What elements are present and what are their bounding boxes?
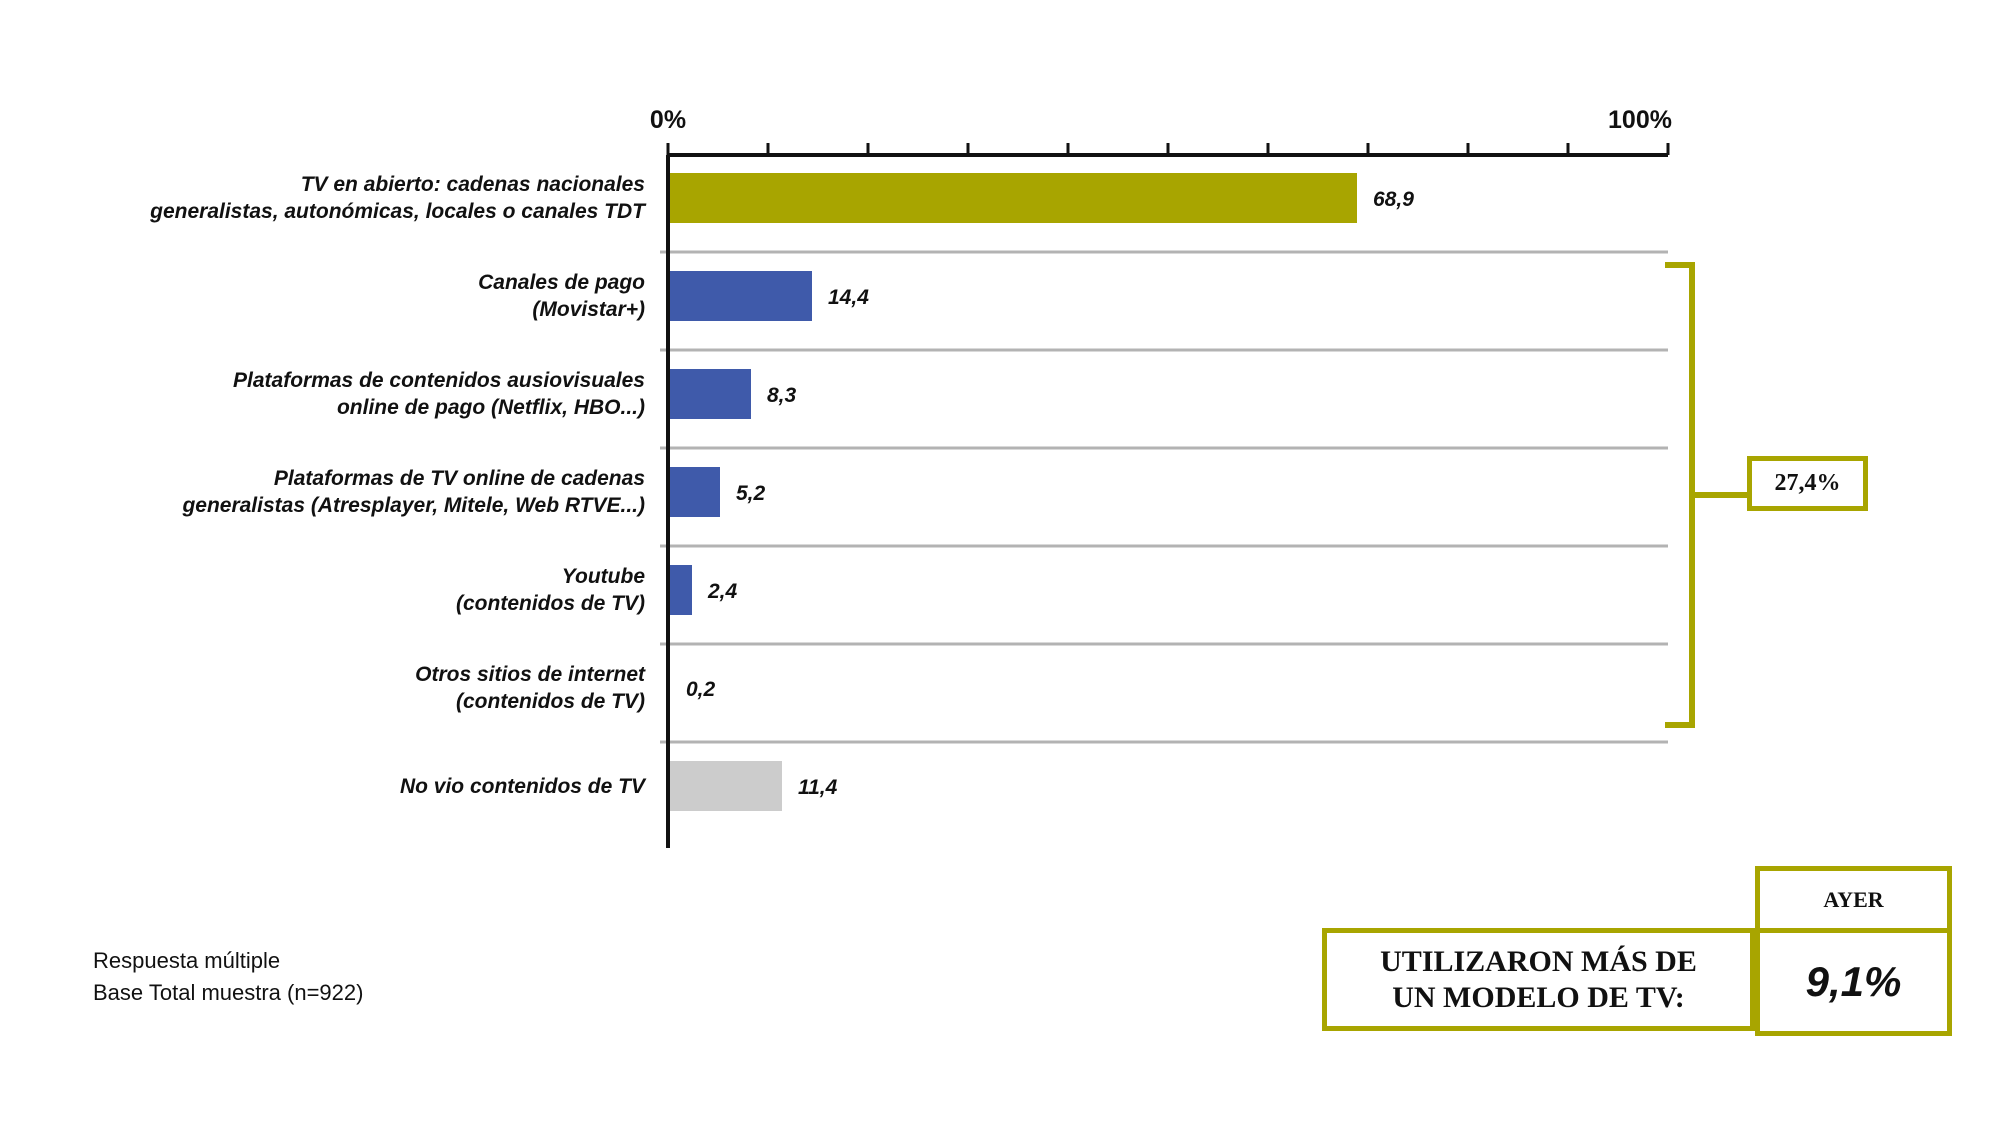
summary-column-header-text: AYER [1823,886,1884,912]
category-label-line: (contenidos de TV) [456,592,645,615]
value-label-5: 2,4 [707,580,738,603]
category-label: Youtube (contenidos de TV) [25,563,645,617]
category-label: Plataformas de TV online de cadenas gener… [25,465,645,519]
category-label: TV en abierto: cadenas nacionales general… [25,171,645,225]
bar-1 [668,173,1357,223]
category-label-line: TV en abierto: cadenas nacionales [300,173,645,196]
bar-3 [668,369,751,419]
category-label-line: Plataformas de contenidos ausiovisuales [233,369,645,392]
bracket [1665,262,1695,728]
summary-label-line-1: UTILIZARON MÁS DE [1380,944,1697,978]
category-label: No vio contenidos de TV [25,773,645,800]
category-label-line: (contenidos de TV) [456,690,645,713]
bracket-total-value: 27,4% [1774,470,1841,496]
summary-label: UTILIZARON MÁS DE UN MODELO DE TV: [1380,944,1697,1016]
value-label-4: 5,2 [736,482,766,505]
category-label: Plataformas de contenidos ausiovisuales o… [25,367,645,421]
category-label-line: Youtube [561,565,645,588]
category-label-line: online de pago (Netflix, HBO...) [336,396,645,419]
category-label: Otros sitios de internet (contenidos de T… [25,661,645,715]
category-label-line: No vio contenidos de TV [399,774,645,798]
value-label-3: 8,3 [767,384,797,407]
bar-4 [668,467,720,517]
summary-value: 9,1% [1805,958,1902,1005]
footnote-line-2: Base Total muestra (n=922) [93,980,364,1005]
bracket-total-badge: 27,4% [1747,456,1868,511]
category-label-line: generalistas (Atresplayer, Mitele, Web R… [182,494,645,517]
value-label-1: 68,9 [1373,188,1414,211]
summary-column-header: AYER [1755,866,1952,933]
summary-value-box: 9,1% [1755,928,1952,1036]
category-label-line: generalistas, autonómicas, locales o can… [150,200,645,223]
summary-label-line-2: UN MODELO DE TV: [1392,980,1685,1014]
category-label-line: (Movistar+) [532,298,645,321]
category-label-line: Otros sitios de internet [415,663,645,686]
x-tick-label-0: 0% [650,106,686,134]
footnote-line-1: Respuesta múltiple [93,948,281,973]
x-tick-label-1: 100% [1608,106,1672,134]
footnote: Respuesta múltiple Base Total muestra (n… [93,945,363,1009]
bar-2 [668,271,812,321]
value-label-7: 11,4 [798,776,838,799]
bar-7 [668,761,782,811]
value-label-2: 14,4 [828,286,869,309]
category-label: Canales de pago (Movistar+) [25,269,645,323]
category-label-line: Plataformas de TV online de cadenas [273,467,645,490]
bar-5 [668,565,692,615]
value-label-6: 0,2 [686,678,716,701]
summary-label-box: UTILIZARON MÁS DE UN MODELO DE TV: [1322,928,1755,1031]
category-label-line: Canales de pago [478,271,645,294]
